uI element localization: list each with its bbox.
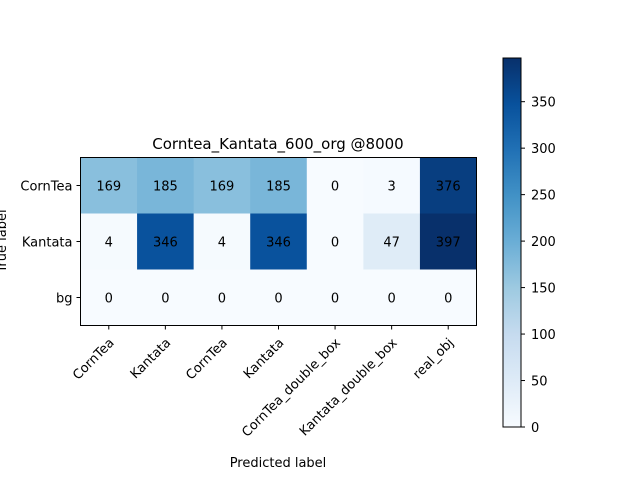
x-tick-label: Kantata	[241, 336, 287, 382]
heatmap-cell	[80, 269, 138, 326]
cell-value-label: 185	[266, 180, 291, 195]
colorbar-ticks: 0 50 100 150 200 250 300 350	[521, 96, 556, 436]
y-tick-label: bg	[56, 292, 73, 307]
colorbar-tick-label: 0	[531, 421, 539, 436]
heatmap-cell	[193, 213, 251, 270]
heatmap-cell	[363, 213, 421, 270]
heatmap-cell	[306, 269, 364, 326]
cell-value-label: 397	[436, 236, 461, 251]
heatmap-cell	[363, 157, 421, 214]
cell-value-label: 169	[210, 180, 235, 195]
heatmap-cell	[137, 213, 195, 270]
x-tick-label: CornTea	[70, 336, 117, 383]
cell-value-label: 4	[105, 236, 113, 251]
x-axis: CornTea Kantata CornTea KantataCornTea_doub…	[70, 325, 457, 441]
x-tick-label: CornTea_double_box	[239, 336, 344, 441]
x-tick-label: Kantata	[128, 336, 174, 382]
cell-value-label: 4	[218, 236, 226, 251]
colorbar-tick-label: 300	[531, 142, 556, 157]
cell-value-label: 0	[331, 180, 339, 195]
colorbar-tick-label: 200	[531, 235, 556, 250]
cell-value-label: 185	[153, 180, 178, 195]
heatmap-cell	[419, 213, 477, 270]
cell-value-label: 0	[331, 292, 339, 307]
cell-value-label: 376	[436, 180, 461, 195]
heatmap-cell	[80, 213, 138, 270]
heatmap-cell	[137, 269, 195, 326]
colorbar-tick-label: 100	[531, 328, 556, 343]
colorbar: 0 50 100 150 200 250 300 350	[502, 57, 556, 436]
heatmap-cells	[80, 157, 477, 326]
cell-value-label: 47	[383, 236, 400, 251]
heatmap-cell	[80, 157, 138, 214]
heatmap-cell	[306, 213, 364, 270]
chart-title: Corntea_Kantata_600_org @8000	[152, 135, 403, 154]
cell-value-label: 346	[153, 236, 178, 251]
heatmap-cell-labels: 169 185 169 185 0 3 376 4 346 4 346 0 47 397 0 0 0 0 0 0 0	[96, 180, 460, 307]
colorbar-tick-label: 150	[531, 282, 556, 297]
cell-value-label: 346	[266, 236, 291, 251]
heatmap-cell	[193, 157, 251, 214]
cell-value-label: 0	[218, 292, 226, 307]
cell-value-label: 0	[105, 292, 113, 307]
cell-value-label: 3	[388, 180, 396, 195]
heatmap-cell	[137, 157, 195, 214]
colorbar-tick-label: 350	[531, 96, 556, 111]
x-axis-label: Predicted label	[230, 456, 327, 471]
cell-value-label: 0	[161, 292, 169, 307]
y-axis: CornTea Kantata bg	[20, 180, 81, 307]
cell-value-label: 0	[388, 292, 396, 307]
heatmap-cell	[419, 269, 477, 326]
heatmap-cell	[250, 157, 308, 214]
cell-value-label: 0	[274, 292, 282, 307]
heatmap-cell	[250, 213, 308, 270]
x-tick-label: real_obj	[410, 336, 457, 383]
heatmap-cell	[363, 269, 421, 326]
heatmap-cell	[193, 269, 251, 326]
x-tick-label: Kantata_double_box	[297, 336, 401, 440]
y-tick-label: Kantata	[22, 236, 73, 251]
cell-value-label: 169	[96, 180, 121, 195]
cell-value-label: 0	[331, 236, 339, 251]
colorbar-tick-label: 250	[531, 189, 556, 204]
heatmap-cell	[250, 269, 308, 326]
heatmap-cell	[419, 157, 477, 214]
colorbar-tick-label: 50	[531, 375, 548, 390]
cell-value-label: 0	[444, 292, 452, 307]
y-axis-label: True label	[0, 209, 10, 273]
x-tick-label: CornTea	[183, 336, 230, 383]
heatmap-cell	[306, 157, 364, 214]
colorbar-gradient	[502, 57, 522, 428]
y-tick-label: CornTea	[20, 180, 72, 195]
